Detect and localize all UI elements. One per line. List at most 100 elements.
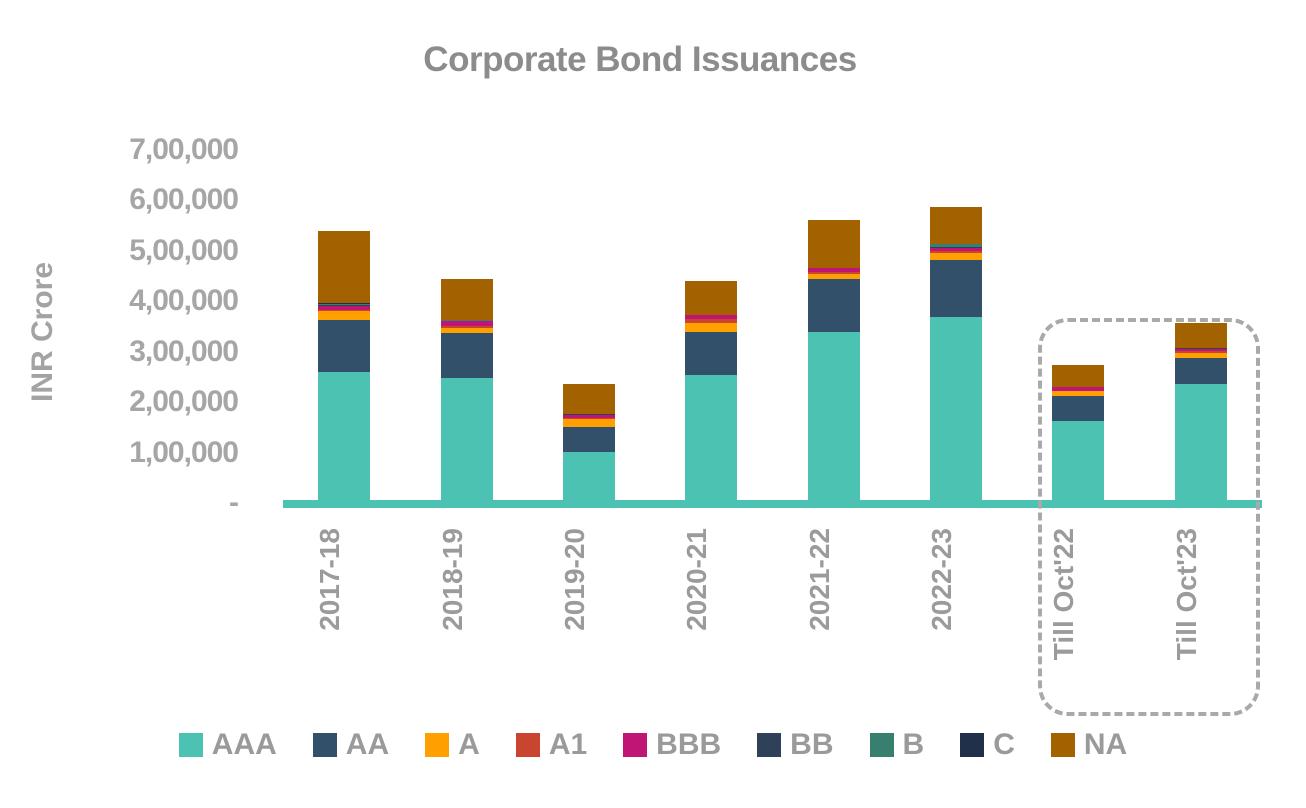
bar-segment-aa (562, 427, 615, 452)
stacked-bar-2020-21 (685, 281, 738, 503)
legend-item-a1: A1 (515, 728, 588, 762)
bar-segment-a (1052, 391, 1105, 396)
bar-segment-na (807, 220, 860, 268)
legend-swatch-a (425, 733, 450, 757)
legend-swatch-na (1050, 733, 1075, 757)
bar-segment-a (562, 419, 615, 428)
bar-segment-bb (562, 414, 615, 415)
bar-segment-aa (1174, 357, 1227, 384)
bar-segment-bb (440, 320, 493, 322)
x-axis-label: 2018-19 (436, 528, 468, 631)
x-axis-label: 2022-23 (926, 528, 958, 631)
legend-label: C (993, 728, 1015, 761)
legend-label: NA (1083, 728, 1128, 761)
bar-segment-aa (685, 332, 738, 375)
legend-swatch-c (960, 733, 985, 757)
bar-segment-a1 (685, 319, 738, 323)
bar-segment-aa (440, 332, 493, 378)
bar-segment-aa (318, 320, 371, 372)
stacked-bar-2018-19 (440, 279, 493, 503)
y-tick-label: 4,00,000 (129, 284, 239, 318)
bar-segment-a1 (318, 310, 371, 312)
y-tick-label: 3,00,000 (129, 334, 239, 368)
y-tick-label: 5,00,000 (129, 233, 239, 267)
bar-segment-a (930, 252, 983, 261)
bar-segment-na (685, 281, 738, 315)
x-axis-label: Till Oct'22 (1048, 528, 1080, 661)
bar-segment-a (318, 311, 371, 321)
bar-segment-b (440, 320, 493, 321)
bar-segment-aaa (440, 377, 493, 503)
bar-segment-a (1174, 353, 1227, 358)
chart-title: Corporate Bond Issuances (423, 40, 857, 79)
highlight-dashed-box (1038, 318, 1260, 716)
stacked-bar-2019-20 (562, 384, 615, 503)
legend-swatch-bb (757, 733, 782, 757)
legend-item-bbb: BBB (623, 728, 721, 762)
bar-segment-aaa (318, 371, 371, 503)
bar-segment-a1 (440, 325, 493, 328)
bar-segment-na (1174, 322, 1227, 349)
bar-segment-a1 (930, 250, 983, 253)
bar-segment-bbb (562, 414, 615, 419)
bar-segment-a1 (807, 272, 860, 274)
bar-segment-aa (807, 279, 860, 332)
bar-segment-aaa (685, 374, 738, 503)
plot-area (283, 148, 1262, 503)
bar-segment-bbb (685, 315, 738, 320)
legend-swatch-bbb (623, 733, 648, 757)
bar-segment-aaa (930, 317, 983, 503)
legend-item-aaa: AAA (178, 728, 277, 762)
bar-segment-aaa (807, 331, 860, 503)
legend-label: AAA (211, 728, 277, 761)
legend-item-aa: AA (312, 728, 390, 762)
bar-segment-b (930, 243, 983, 248)
stacked-bar-till-oct-23 (1174, 322, 1227, 503)
y-tick-label: 7,00,000 (129, 133, 239, 166)
legend-item-c: C (960, 728, 1015, 762)
bar-segment-na (440, 279, 493, 321)
bar-segment-aaa (1174, 384, 1227, 503)
legend-label: B (902, 728, 925, 761)
legend-label: BB (790, 728, 834, 761)
legend-item-a: A (425, 728, 480, 762)
legend-label: AA (345, 728, 390, 761)
bar-segment-b (318, 303, 371, 305)
bar-segment-aaa (1052, 420, 1105, 503)
bar-segment-bbb (1174, 348, 1227, 352)
legend-swatch-a1 (515, 733, 540, 757)
bar-segment-bb (807, 267, 860, 269)
bar-segment-bb (1174, 348, 1227, 349)
bar-segment-a (807, 273, 860, 280)
legend-item-na: NA (1050, 728, 1128, 762)
bar-segment-na (930, 206, 983, 244)
bar-segment-aaa (562, 451, 615, 503)
stacked-bar-2022-23 (930, 206, 983, 503)
stacked-bar-2021-22 (807, 220, 860, 503)
bar-segment-a1 (562, 418, 615, 420)
bar-segment-bb (318, 304, 371, 307)
bar-segment-bbb (318, 306, 371, 311)
y-tick-label: 6,00,000 (129, 183, 239, 217)
legend-swatch-aa (312, 733, 337, 757)
bar-segment-bbb (1052, 387, 1105, 391)
y-tick-label: 1,00,000 (129, 435, 239, 469)
legend-item-b: B (869, 728, 925, 762)
bar-segment-aa (930, 260, 983, 318)
y-axis-title: INR Crore (26, 261, 59, 403)
legend-label: A (458, 728, 480, 761)
bar-segment-a1 (1174, 351, 1227, 354)
x-axis-label: 2017-18 (314, 528, 346, 631)
legend: AAA AA A A1 BBB BB B C NA (0, 728, 1306, 762)
legend-label: A1 (548, 728, 588, 761)
bar-segment-bb (1052, 386, 1105, 388)
x-axis-label: Till Oct'23 (1170, 528, 1202, 661)
legend-label: BBB (656, 728, 722, 761)
x-axis-line (283, 500, 1262, 508)
bar-segment-bbb (930, 247, 983, 251)
bar-segment-c (318, 303, 371, 304)
x-axis-label: 2021-22 (803, 528, 835, 631)
x-axis-label: 2020-21 (681, 528, 713, 631)
bar-segment-aa (1052, 395, 1105, 421)
